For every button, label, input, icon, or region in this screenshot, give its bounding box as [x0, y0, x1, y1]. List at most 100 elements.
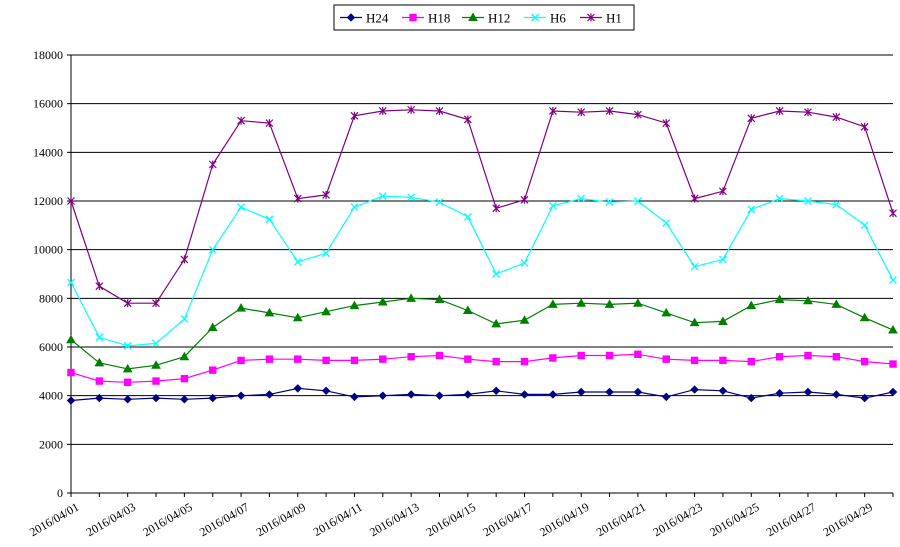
data-point-h18: [832, 353, 841, 361]
legend-label-h12: H12: [488, 11, 510, 26]
data-point-h12: [831, 299, 842, 308]
data-point-h6: [123, 341, 132, 350]
data-point-h24: [208, 393, 217, 403]
legend-label-h6: H6: [550, 11, 566, 26]
data-point-h6: [293, 257, 302, 266]
data-point-h12: [718, 316, 728, 325]
data-point-h24: [95, 393, 104, 403]
data-point-h12: [576, 298, 587, 307]
data-point-h18: [804, 351, 812, 360]
data-point-h24: [406, 390, 416, 399]
data-point-h1: [67, 197, 75, 205]
data-point-h24: [265, 390, 274, 399]
y-tick-label: 6000: [39, 340, 63, 354]
series-line-h1: [70, 109, 894, 304]
data-point-h12: [122, 363, 133, 373]
data-point-h18: [889, 360, 897, 368]
data-point-h12: [604, 299, 615, 308]
data-point-h18: [577, 351, 585, 360]
x-tick-label: 2016/04/25: [707, 500, 761, 539]
data-point-h18: [520, 357, 529, 366]
data-point-h6: [407, 193, 416, 202]
series-h24: [66, 384, 898, 405]
data-point-h12: [377, 296, 388, 306]
data-point-h12: [321, 306, 331, 316]
data-point-h1: [690, 194, 699, 203]
data-point-h12: [292, 312, 303, 322]
data-point-h18: [775, 353, 784, 361]
data-point-h18: [95, 377, 104, 385]
data-point-h12: [94, 357, 105, 367]
data-point-h24: [633, 387, 643, 397]
data-point-h6: [718, 255, 727, 264]
data-point-h6: [435, 198, 444, 207]
data-point-h1: [180, 255, 189, 264]
data-point-h12: [406, 293, 416, 302]
data-point-h24: [66, 396, 76, 405]
data-point-h1: [747, 114, 756, 123]
data-point-h24: [491, 386, 501, 396]
data-point-h1: [520, 195, 529, 204]
data-point-h12: [66, 334, 76, 344]
data-point-h24: [662, 392, 671, 402]
x-tick-label: 2016/04/13: [367, 500, 421, 539]
data-point-h18: [350, 356, 359, 365]
data-point-h18: [67, 368, 75, 377]
data-point-h24: [860, 393, 869, 403]
data-point-h18: [209, 366, 217, 374]
data-point-h12: [888, 324, 898, 334]
data-point-h6: [577, 194, 586, 203]
series-line-h12: [70, 297, 894, 370]
data-point-h18: [123, 378, 132, 386]
data-point-h1: [322, 190, 331, 199]
data-point-h1: [719, 187, 727, 196]
data-point-h6: [605, 198, 614, 207]
data-point-h12: [661, 307, 672, 317]
x-axis-ticks: 2016/04/01 2016/04/03 2016/04/05 2016/04/07…: [27, 493, 894, 539]
x-tick-label: 2016/04/23: [651, 500, 705, 539]
data-point-h12: [746, 300, 757, 310]
data-point-h24: [151, 393, 161, 403]
data-point-h24: [832, 390, 841, 399]
y-axis-ticks: 0 2000 4000 6000 8000 10000 12000 14000 16000 180…: [33, 48, 71, 500]
x-tick-label: 2016/04/27: [764, 500, 818, 539]
data-point-h6: [633, 197, 642, 205]
data-point-h24: [718, 386, 728, 396]
legend-label-h1: H1: [606, 11, 622, 26]
data-point-h6: [265, 215, 274, 224]
legend-label-h18: H18: [428, 11, 450, 26]
x-tick-label: 2016/04/07: [197, 500, 251, 539]
data-point-h6: [208, 245, 217, 254]
data-point-h12: [349, 300, 360, 310]
data-point-h1: [633, 110, 642, 119]
x-tick-label: 2016/04/09: [254, 500, 308, 539]
data-point-h1: [889, 209, 897, 218]
data-point-h6: [860, 221, 869, 230]
data-point-h24: [180, 395, 189, 404]
data-point-h1: [95, 282, 104, 291]
data-point-h18: [662, 355, 670, 363]
data-point-h24: [350, 392, 359, 402]
data-point-h18: [265, 355, 274, 363]
x-tick-label: 2016/04/17: [480, 500, 534, 539]
data-point-h18: [690, 356, 699, 365]
data-point-h12: [179, 351, 190, 361]
data-point-h12: [236, 303, 246, 312]
data-point-h12: [151, 360, 161, 369]
x-tick-label: 2016/04/01: [27, 500, 81, 539]
series-line-h18: [70, 353, 894, 383]
data-point-h24: [548, 390, 558, 399]
legend-marker-h24: [346, 13, 356, 22]
y-tick-label: 16000: [33, 97, 63, 111]
data-point-h1: [662, 119, 671, 128]
data-point-h18: [860, 357, 869, 366]
x-tick-label: 2016/04/11: [311, 500, 365, 539]
data-point-h1: [378, 106, 387, 115]
data-point-h24: [321, 386, 331, 396]
data-point-h1: [435, 106, 444, 115]
data-point-h1: [804, 108, 812, 117]
data-point-h1: [605, 106, 614, 115]
data-point-h18: [492, 357, 500, 366]
y-tick-label: 0: [57, 486, 63, 500]
legend-label-h24: H24: [366, 11, 389, 26]
